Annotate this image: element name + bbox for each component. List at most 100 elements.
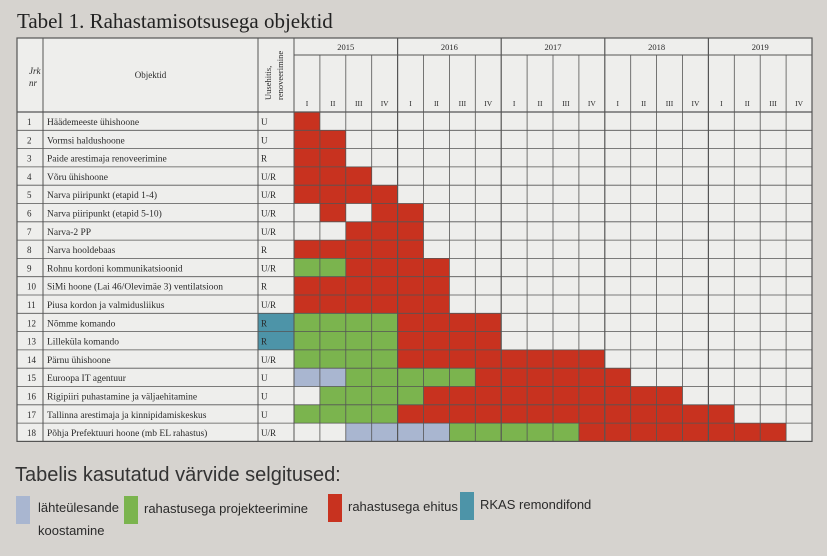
schedule-cell xyxy=(527,148,553,167)
schedule-cell xyxy=(475,240,502,259)
row-number: 16 xyxy=(27,392,37,402)
schedule-cell xyxy=(527,295,553,314)
row-number: 7 xyxy=(27,227,32,237)
schedule-cell xyxy=(449,112,476,131)
row-type: U xyxy=(261,392,268,402)
schedule-cell xyxy=(786,368,812,387)
schedule-cell xyxy=(630,148,657,167)
schedule-cell xyxy=(397,386,424,405)
quarter-label: IV xyxy=(691,99,699,108)
schedule-cell xyxy=(604,203,631,222)
legend-label-construction: rahastusega ehitus xyxy=(348,499,458,514)
schedule-cell xyxy=(371,386,398,405)
schedule-cell xyxy=(630,404,657,424)
schedule-cell xyxy=(345,313,372,332)
schedule-cell xyxy=(760,148,787,167)
schedule-cell xyxy=(423,276,450,295)
row-type: R xyxy=(261,282,267,292)
schedule-cell xyxy=(345,423,372,442)
schedule-cell xyxy=(319,221,346,241)
schedule-cell xyxy=(682,203,709,222)
schedule-cell xyxy=(294,276,320,295)
schedule-cell xyxy=(553,404,579,424)
schedule-cell xyxy=(734,368,761,387)
schedule-cell xyxy=(423,368,450,387)
schedule-cell xyxy=(475,295,502,314)
schedule-cell xyxy=(786,221,812,241)
schedule-cell xyxy=(760,112,787,131)
row-number: 14 xyxy=(27,355,37,365)
row-type: U xyxy=(261,373,268,383)
schedule-cell xyxy=(604,368,631,387)
schedule-cell xyxy=(553,130,579,149)
schedule-cell xyxy=(786,148,812,167)
schedule-cell xyxy=(345,368,372,387)
schedule-cell xyxy=(423,404,450,424)
schedule-cell xyxy=(319,295,346,314)
schedule-cell xyxy=(708,349,735,369)
row-object-name: Võru ühishoone xyxy=(47,173,108,183)
schedule-cell xyxy=(319,423,346,442)
schedule-cell xyxy=(553,349,579,369)
schedule-cell xyxy=(501,404,528,424)
schedule-cell xyxy=(786,276,812,295)
quarter-label: II xyxy=(434,99,439,108)
row-type: R xyxy=(261,245,267,255)
row-number: 8 xyxy=(27,245,32,255)
quarter-label: III xyxy=(355,99,363,108)
schedule-cell xyxy=(397,185,424,204)
row-object-name: Vormsi haldushoone xyxy=(47,136,125,146)
schedule-cell xyxy=(682,313,709,332)
schedule-cell xyxy=(501,276,528,295)
schedule-cell xyxy=(553,386,579,405)
row-number: 10 xyxy=(27,282,37,292)
schedule-cell xyxy=(578,221,605,241)
header-nr-label: nr xyxy=(29,78,38,88)
schedule-cell xyxy=(682,221,709,241)
schedule-cell xyxy=(656,221,683,241)
quarter-label: I xyxy=(409,99,412,108)
schedule-cell xyxy=(527,386,553,405)
schedule-cell xyxy=(578,331,605,350)
legend-title: Tabelis kasutatud värvide selgitused: xyxy=(15,464,341,486)
schedule-cell xyxy=(604,276,631,295)
schedule-cell xyxy=(682,276,709,295)
schedule-cell xyxy=(708,423,735,442)
schedule-cell xyxy=(294,240,320,259)
schedule-cell xyxy=(501,203,528,222)
schedule-cell xyxy=(734,276,761,295)
schedule-cell xyxy=(682,386,709,405)
row-number: 1 xyxy=(27,117,32,127)
schedule-cell xyxy=(734,203,761,222)
schedule-cell xyxy=(501,313,528,332)
schedule-cell xyxy=(449,404,476,424)
row-number: 15 xyxy=(27,373,37,383)
schedule-table: 1 Häädemeeste ühishoone U 2 Vormsi haldushoo… xyxy=(16,37,813,442)
schedule-cell xyxy=(578,258,605,277)
row-object-name: Narva hooldebaas xyxy=(47,246,116,256)
schedule-cell xyxy=(345,386,372,405)
schedule-cell xyxy=(475,112,502,131)
schedule-cell xyxy=(371,166,398,186)
row-type: R xyxy=(261,154,267,164)
schedule-cell xyxy=(397,130,424,149)
schedule-cell xyxy=(345,221,372,241)
schedule-cell xyxy=(553,166,579,186)
schedule-cell xyxy=(578,313,605,332)
schedule-cell xyxy=(501,221,528,241)
schedule-cell xyxy=(501,423,528,442)
schedule-cell xyxy=(475,349,502,369)
schedule-cell xyxy=(682,240,709,259)
schedule-cell xyxy=(501,166,528,186)
header-type-label: Uusehitis, xyxy=(263,66,273,100)
schedule-cell xyxy=(319,130,346,149)
schedule-cell xyxy=(397,368,424,387)
schedule-cell xyxy=(708,130,735,149)
schedule-cell xyxy=(630,166,657,186)
schedule-cell xyxy=(786,349,812,369)
schedule-cell xyxy=(501,349,528,369)
year-label: 2015 xyxy=(337,42,354,52)
schedule-cell xyxy=(345,331,372,350)
schedule-cell xyxy=(449,185,476,204)
